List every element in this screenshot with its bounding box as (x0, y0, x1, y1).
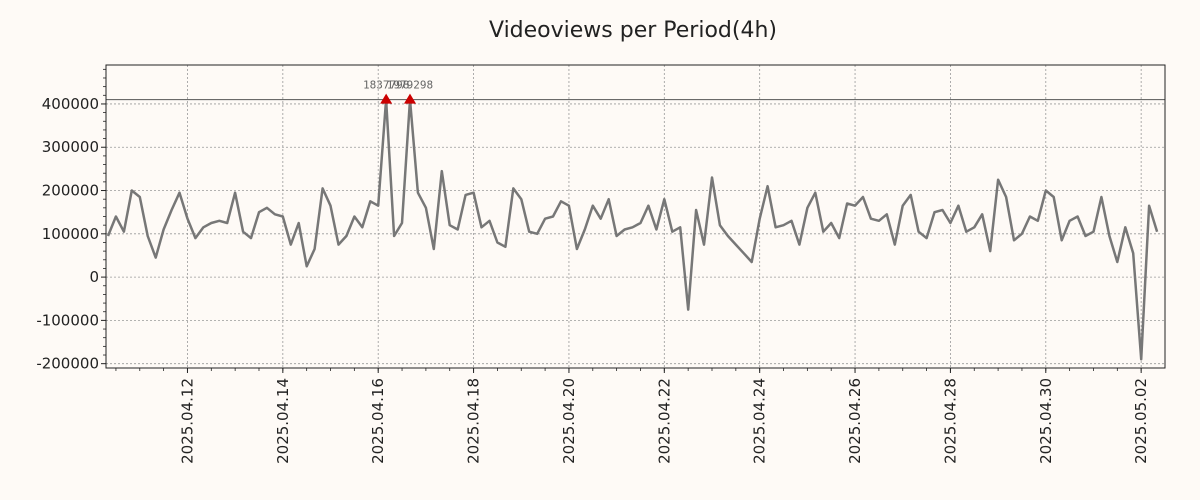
x-tick-label: 2025.05.02 (1132, 378, 1150, 464)
x-tick-label: 2025.04.14 (274, 378, 292, 464)
x-tick-label: 2025.04.12 (178, 378, 196, 464)
series-line (106, 98, 1159, 361)
x-tick-label: 2025.04.30 (1037, 378, 1055, 464)
peak-marker (380, 93, 393, 104)
series-layer (106, 98, 1159, 361)
peak-marker (403, 93, 416, 104)
x-tick-label: 2025.04.22 (655, 378, 673, 464)
chart-title: Videoviews per Period(4h) (489, 18, 777, 43)
peak-label: 1979298 (387, 79, 433, 92)
y-axis-ticks: 400000 300000 200000 100000 0 -100000 -200000 (36, 68, 106, 373)
y-tick-label: -100000 (36, 311, 99, 329)
x-axis-ticks: 2025.04.12 2025.04.14 2025.04.16 2025.04.18… (115, 368, 1150, 464)
plot-frame (105, 64, 1166, 369)
grid (106, 65, 1165, 368)
peak-label: 1837798 (363, 79, 409, 92)
y-tick-label: 200000 (42, 182, 99, 200)
y-tick-label: 0 (89, 268, 99, 286)
x-tick-label: 2025.04.28 (941, 378, 959, 464)
x-tick-label: 2025.04.20 (560, 378, 578, 464)
y-tick-label: 300000 (42, 138, 99, 156)
x-tick-label: 2025.04.18 (465, 378, 483, 464)
y-tick-label: -200000 (36, 355, 99, 373)
x-tick-label: 2025.04.24 (751, 378, 769, 464)
y-tick-label: 400000 (42, 95, 99, 113)
x-tick-label: 2025.04.16 (369, 378, 387, 464)
x-tick-label: 2025.04.26 (846, 378, 864, 464)
y-tick-label: 100000 (42, 225, 99, 243)
